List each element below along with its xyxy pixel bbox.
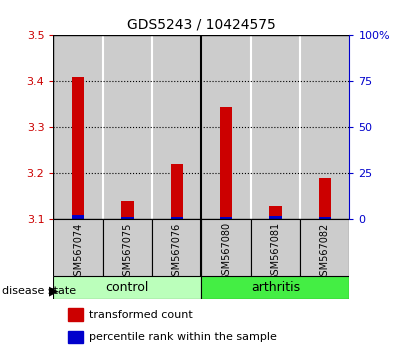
Bar bbox=[269, 206, 282, 219]
Bar bbox=[103, 219, 152, 276]
Text: disease state: disease state bbox=[2, 286, 76, 296]
Bar bbox=[300, 219, 349, 276]
Bar bbox=[171, 164, 183, 219]
Bar bbox=[72, 215, 84, 219]
Text: GSM567076: GSM567076 bbox=[172, 222, 182, 281]
Bar bbox=[201, 276, 349, 299]
Text: percentile rank within the sample: percentile rank within the sample bbox=[89, 332, 277, 342]
Bar bbox=[201, 35, 251, 219]
Bar bbox=[220, 107, 232, 219]
Text: arthritis: arthritis bbox=[251, 281, 300, 294]
Bar bbox=[68, 308, 83, 321]
Title: GDS5243 / 10424575: GDS5243 / 10424575 bbox=[127, 17, 276, 32]
Text: GSM567075: GSM567075 bbox=[122, 222, 132, 282]
Bar bbox=[201, 219, 251, 276]
Text: transformed count: transformed count bbox=[89, 309, 193, 320]
Text: control: control bbox=[106, 281, 149, 294]
Bar bbox=[68, 331, 83, 343]
Bar bbox=[300, 35, 349, 219]
Bar bbox=[269, 216, 282, 219]
Bar bbox=[53, 35, 103, 219]
Bar bbox=[251, 219, 300, 276]
Bar bbox=[103, 35, 152, 219]
Bar bbox=[319, 217, 331, 219]
Bar bbox=[72, 77, 84, 219]
Text: GSM567080: GSM567080 bbox=[221, 222, 231, 281]
Text: GSM567074: GSM567074 bbox=[73, 222, 83, 281]
Text: GSM567082: GSM567082 bbox=[320, 222, 330, 281]
Text: GSM567081: GSM567081 bbox=[270, 222, 280, 281]
Bar bbox=[121, 217, 134, 219]
Bar bbox=[121, 201, 134, 219]
Bar bbox=[152, 219, 201, 276]
Bar bbox=[220, 217, 232, 219]
Bar bbox=[53, 276, 201, 299]
Text: ▶: ▶ bbox=[48, 285, 58, 297]
Bar bbox=[251, 35, 300, 219]
Bar bbox=[53, 219, 103, 276]
Bar bbox=[319, 178, 331, 219]
Bar bbox=[171, 217, 183, 219]
Bar bbox=[152, 35, 201, 219]
